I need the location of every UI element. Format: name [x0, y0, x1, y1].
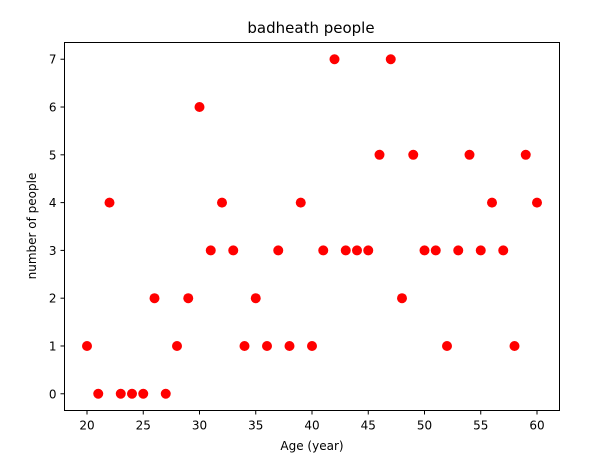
data-point	[93, 388, 104, 399]
y-tick-label: 5	[49, 148, 57, 162]
data-point	[104, 197, 115, 208]
data-point	[442, 340, 452, 351]
data-point	[419, 245, 430, 256]
chart-title: badheath people	[247, 19, 374, 37]
x-tick-label: 45	[361, 419, 376, 433]
data-point	[183, 293, 194, 304]
data-point	[475, 245, 486, 256]
y-tick-label: 3	[49, 244, 57, 258]
y-tick-label: 4	[49, 196, 57, 210]
y-tick-label: 7	[49, 53, 57, 67]
data-point	[217, 197, 227, 208]
data-point	[250, 293, 261, 304]
data-point	[307, 340, 317, 351]
data-point	[239, 340, 250, 351]
data-point	[172, 340, 182, 351]
y-tick-label: 0	[49, 387, 57, 401]
data-point	[340, 245, 351, 256]
data-point	[408, 149, 419, 160]
y-tick-label: 6	[49, 101, 57, 115]
x-tick-label: 20	[79, 419, 94, 433]
data-point	[520, 149, 531, 160]
data-point	[385, 54, 396, 65]
x-tick-label: 30	[192, 419, 207, 433]
data-point	[295, 197, 306, 208]
data-point	[374, 149, 385, 160]
data-point	[487, 197, 497, 208]
data-point	[453, 245, 464, 256]
data-point	[329, 54, 340, 65]
data-point	[532, 197, 542, 208]
x-tick-label: 60	[529, 419, 544, 433]
data-point	[149, 293, 160, 304]
y-tick-label: 1	[49, 339, 57, 353]
data-point	[228, 245, 239, 256]
y-axis-ticks: 0 1 2 3 4 5 6 7	[49, 53, 65, 401]
y-tick-label: 2	[49, 292, 57, 306]
data-point	[115, 388, 126, 399]
x-tick-label: 25	[136, 419, 151, 433]
data-point	[464, 149, 475, 160]
x-axis-ticks: 20 25 30 35 40 45 50 55 60	[79, 410, 545, 433]
data-point	[318, 245, 329, 256]
x-tick-label: 40	[304, 419, 319, 433]
data-point	[397, 293, 407, 304]
x-tick-label: 55	[473, 419, 488, 433]
data-point	[273, 245, 284, 256]
data-point	[352, 245, 362, 256]
data-point	[363, 245, 374, 256]
data-point	[430, 245, 441, 256]
x-tick-label: 35	[248, 419, 263, 433]
data-point	[498, 245, 509, 256]
data-point	[262, 340, 272, 351]
data-point	[284, 340, 295, 351]
y-axis-label: number of people	[25, 173, 39, 280]
data-point	[138, 388, 149, 399]
data-point	[509, 340, 520, 351]
data-point	[194, 102, 205, 113]
data-point	[82, 340, 92, 351]
data-point	[127, 388, 137, 399]
data-point	[160, 388, 171, 399]
data-points	[82, 54, 542, 399]
x-tick-label: 50	[417, 419, 432, 433]
data-point	[205, 245, 216, 256]
x-axis-label: Age (year)	[280, 439, 343, 453]
plot-frame	[64, 42, 560, 411]
